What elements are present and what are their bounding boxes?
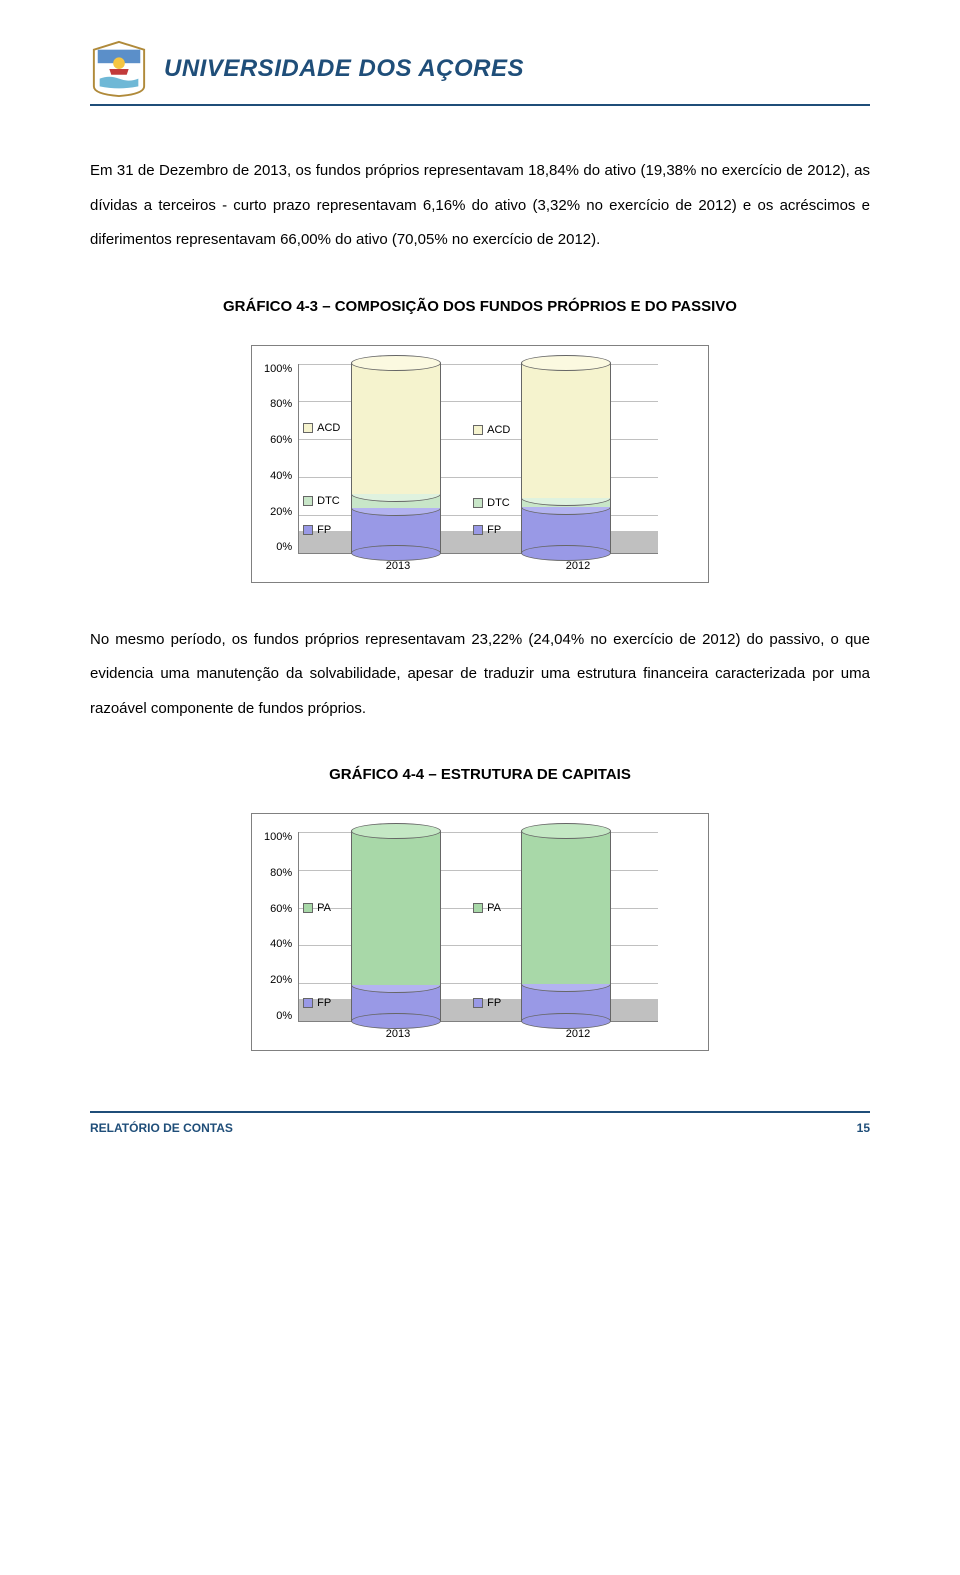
chart-43-y-axis: 100% 80% 60% 40% 20% 0% <box>264 364 298 554</box>
chart-43-x-labels: 2013 2012 <box>308 560 668 572</box>
y-tick: 100% <box>264 364 292 375</box>
x-label: 2013 <box>308 560 488 572</box>
segment-label-FP: FP <box>473 524 501 536</box>
footer-left: RELATÓRIO DE CONTAS <box>90 1121 233 1135</box>
header-title: UNIVERSIDADE DOS AÇORES <box>164 55 524 83</box>
segment-label-FP: FP <box>473 997 501 1009</box>
segment-label-PA: PA <box>303 902 331 914</box>
y-tick: 0% <box>276 1011 292 1022</box>
paragraph-1: Em 31 de Dezembro de 2013, os fundos pró… <box>90 154 870 258</box>
chart-44-plot: FPPAFPPA <box>298 832 658 1022</box>
page-number: 15 <box>857 1121 870 1135</box>
chart-44-inner: 100% 80% 60% 40% 20% 0% FP <box>264 832 668 1022</box>
cylinder-2013: FPDTCACD <box>351 363 441 553</box>
y-tick: 40% <box>270 471 292 482</box>
chart-43-inner: 100% 80% 60% 40% 20% 0% FP <box>264 364 668 554</box>
y-tick: 60% <box>270 435 292 446</box>
segment-label-ACD: ACD <box>303 422 340 434</box>
segment-label-DTC: DTC <box>303 495 340 507</box>
chart-43-box: 100% 80% 60% 40% 20% 0% FP <box>251 345 709 583</box>
university-logo-icon <box>90 40 148 98</box>
y-tick: 20% <box>270 507 292 518</box>
chart-44: 100% 80% 60% 40% 20% 0% FP <box>90 813 870 1051</box>
y-tick: 80% <box>270 399 292 410</box>
y-tick: 60% <box>270 904 292 915</box>
y-tick: 80% <box>270 868 292 879</box>
page-footer: RELATÓRIO DE CONTAS 15 <box>90 1121 870 1135</box>
page-header: UNIVERSIDADE DOS AÇORES <box>90 40 870 98</box>
header-rule <box>90 104 870 106</box>
cylinder-2012: FPDTCACD <box>521 363 611 553</box>
paragraph-2: No mesmo período, os fundos próprios rep… <box>90 623 870 727</box>
segment-label-DTC: DTC <box>473 497 510 509</box>
page: UNIVERSIDADE DOS AÇORES Em 31 de Dezembr… <box>0 0 960 1155</box>
chart-43: 100% 80% 60% 40% 20% 0% FP <box>90 345 870 583</box>
segment-label-ACD: ACD <box>473 424 510 436</box>
y-tick: 20% <box>270 975 292 986</box>
chart-43-plot: FPDTCACDFPDTCACD <box>298 364 658 554</box>
footer-rule <box>90 1111 870 1113</box>
segment-label-FP: FP <box>303 524 331 536</box>
chart-44-box: 100% 80% 60% 40% 20% 0% FP <box>251 813 709 1051</box>
chart-43-title: GRÁFICO 4-3 – COMPOSIÇÃO DOS FUNDOS PRÓP… <box>90 298 870 315</box>
segment-label-FP: FP <box>303 997 331 1009</box>
cylinder-2012: FPPA <box>521 831 611 1021</box>
chart-44-y-axis: 100% 80% 60% 40% 20% 0% <box>264 832 298 1022</box>
segment-label-PA: PA <box>473 902 501 914</box>
x-label: 2012 <box>488 560 668 572</box>
chart-44-title: GRÁFICO 4-4 – ESTRUTURA DE CAPITAIS <box>90 766 870 783</box>
y-tick: 100% <box>264 832 292 843</box>
chart-44-x-labels: 2013 2012 <box>308 1028 668 1040</box>
y-tick: 40% <box>270 939 292 950</box>
cylinder-2013: FPPA <box>351 831 441 1021</box>
x-label: 2013 <box>308 1028 488 1040</box>
y-tick: 0% <box>276 542 292 553</box>
x-label: 2012 <box>488 1028 668 1040</box>
